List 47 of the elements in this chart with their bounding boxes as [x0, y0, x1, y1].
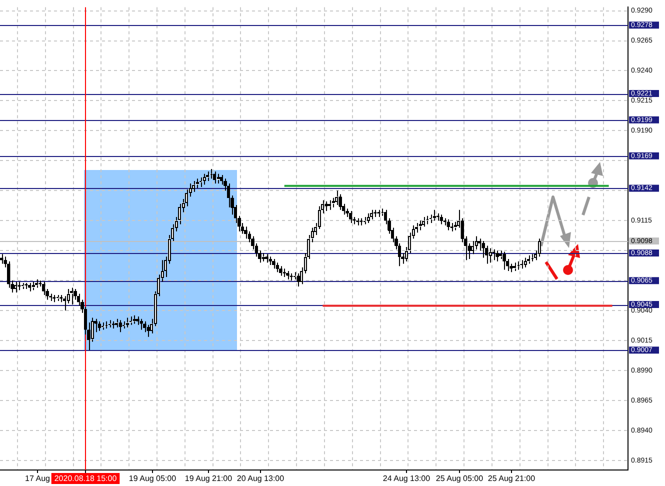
candlestick [213, 170, 216, 184]
candlestick [220, 174, 224, 186]
candlestick [482, 240, 485, 258]
candlestick [296, 272, 300, 288]
candlestick [196, 178, 199, 189]
x-tick-label: 20 Aug 13:00 [236, 474, 285, 484]
candlestick [77, 293, 80, 306]
x-tick-label: 25 Aug 05:00 [436, 474, 484, 484]
x-tick-label: 19 Aug 05:00 [128, 474, 177, 484]
candlestick [276, 262, 279, 273]
candlestick [244, 226, 248, 240]
candlestick [0, 254, 4, 264]
candlestick [502, 251, 506, 270]
candlestick [432, 209, 436, 222]
x-tick-label: 25 Aug 21:00 [488, 474, 536, 484]
candlestick [63, 296, 66, 312]
candlestick [140, 318, 143, 330]
candlestick [440, 214, 443, 225]
candlestick [478, 238, 482, 252]
candlestick [446, 218, 450, 231]
candlestick [485, 245, 488, 264]
candlestick [418, 220, 422, 231]
candlestick [202, 173, 206, 186]
x-tick-label: 17 Aug [25, 474, 50, 484]
candlestick [42, 281, 46, 296]
candlestick [248, 230, 251, 243]
candlestick [349, 210, 352, 224]
candlestick [332, 197, 335, 208]
candlestick [70, 287, 74, 306]
x-tick-label: 24 Aug 13:00 [382, 474, 431, 484]
candlestick [324, 200, 328, 212]
candlestick [14, 281, 18, 294]
candlestick [524, 257, 527, 268]
candlestick [216, 173, 220, 184]
x-tick-label: 2020.08.18 15:00 [54, 474, 118, 484]
candlestick [206, 170, 210, 182]
candlestick [471, 240, 474, 255]
candlestick [370, 209, 374, 220]
candlestick [146, 324, 150, 338]
candlestick [272, 258, 276, 270]
x-tick-label: 19 Aug 21:00 [184, 474, 233, 484]
candlestick [538, 238, 541, 258]
candlestick [496, 250, 499, 262]
candlestick [366, 212, 370, 224]
candlestick [126, 317, 129, 328]
candlestick [474, 236, 478, 250]
candlestick [328, 200, 332, 210]
